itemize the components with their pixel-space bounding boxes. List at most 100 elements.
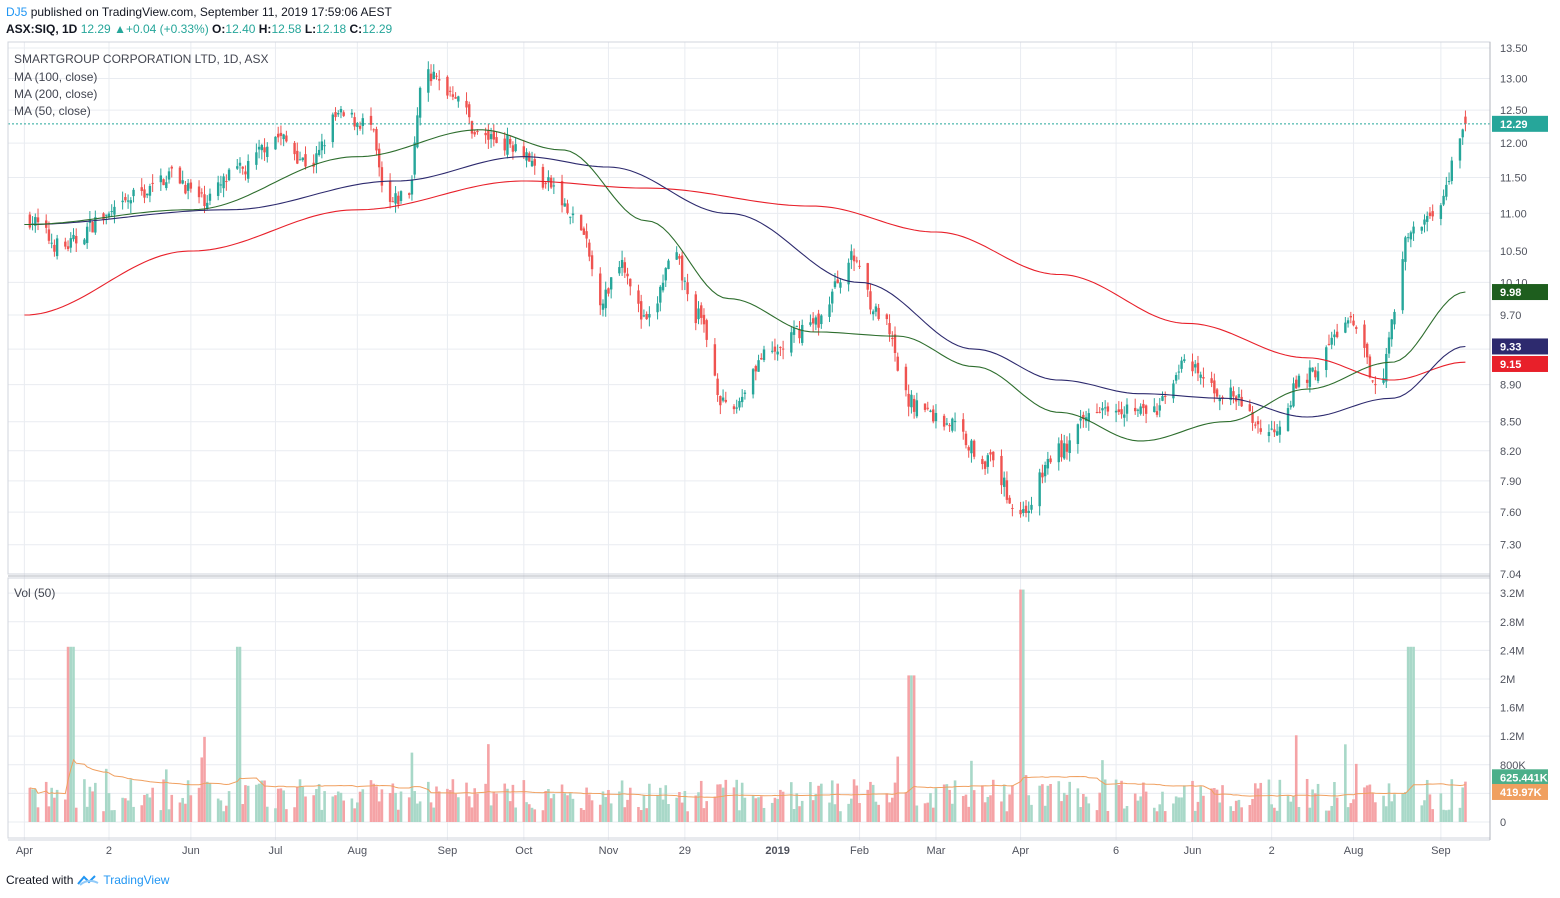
- candle-body: [28, 214, 32, 228]
- candle-body: [1082, 414, 1085, 420]
- volume-bar: [1251, 798, 1254, 822]
- volume-bar: [476, 793, 479, 822]
- volume-bar: [601, 791, 605, 822]
- volume-bar: [970, 760, 973, 822]
- volume-bar: [1191, 780, 1194, 822]
- volume-bar: [473, 788, 477, 822]
- volume-tick-label: 2M: [1500, 674, 1515, 686]
- candle-body: [626, 273, 629, 277]
- candle-body: [167, 171, 171, 180]
- volume-bar: [342, 800, 346, 822]
- legend-volume[interactable]: Vol (50): [14, 586, 56, 600]
- legend-ma100[interactable]: MA (100, close): [14, 70, 98, 84]
- candle-body: [1256, 421, 1260, 425]
- candle-body: [1248, 404, 1252, 412]
- candle-body: [293, 142, 296, 155]
- volume-bar: [989, 795, 992, 822]
- candle-body: [257, 146, 261, 150]
- volume-bar: [1125, 806, 1129, 822]
- candle-body: [929, 410, 932, 412]
- author-name[interactable]: DJ5: [6, 5, 28, 19]
- price-change: +0.04 (+0.33%): [125, 22, 209, 36]
- candle-body: [907, 393, 910, 407]
- candle-body: [206, 202, 209, 209]
- volume-bar: [754, 798, 758, 822]
- volume-bar: [964, 794, 968, 822]
- tradingview-brand-link[interactable]: TradingView: [103, 873, 170, 887]
- volume-bar: [1387, 783, 1391, 822]
- volume-bar: [432, 807, 436, 822]
- volume-bar: [972, 790, 976, 822]
- candle-body: [1289, 405, 1292, 408]
- volume-bar: [110, 810, 114, 822]
- volume-bar: [28, 787, 32, 822]
- ma100-badge-bg: [1492, 338, 1548, 355]
- candle-body: [50, 242, 53, 244]
- price-tick-label: 7.04: [1500, 569, 1521, 581]
- candle-body: [623, 262, 627, 273]
- candle-body: [1447, 181, 1451, 183]
- volume-bar: [1308, 807, 1312, 822]
- candle-body: [601, 303, 605, 310]
- candle-body: [337, 113, 340, 115]
- volume-bar: [732, 787, 736, 822]
- volume-bar: [986, 796, 990, 822]
- candle-body: [296, 150, 299, 164]
- candle-body: [487, 130, 490, 140]
- up-arrow-icon: ▲: [114, 22, 126, 36]
- candle-body: [989, 452, 992, 455]
- volume-bar: [216, 798, 220, 822]
- volume-bar: [1193, 810, 1197, 822]
- legend-ma50[interactable]: MA (50, close): [14, 104, 91, 118]
- volume-bar: [904, 792, 908, 822]
- candle-body: [1305, 379, 1309, 383]
- volume-bar: [779, 789, 782, 822]
- candle-body: [817, 313, 820, 328]
- volume-bar: [683, 791, 687, 822]
- volume-bar: [549, 798, 553, 822]
- volume-bar: [1311, 789, 1314, 822]
- candle-body: [331, 114, 334, 143]
- candle-body: [1155, 411, 1159, 415]
- legend-ma200[interactable]: MA (200, close): [14, 87, 98, 101]
- candle-body: [197, 186, 201, 198]
- candle-body: [358, 125, 362, 129]
- candle-body: [216, 182, 220, 196]
- volume-bar: [336, 791, 340, 822]
- volume-bar: [915, 805, 919, 822]
- volume-bar: [1084, 796, 1088, 822]
- price-tick-label: 8.20: [1500, 446, 1521, 458]
- candle-body: [377, 148, 381, 168]
- volume-bar: [140, 805, 144, 822]
- volume-bar: [1229, 806, 1233, 822]
- volume-bar: [36, 807, 40, 822]
- volume-bar: [407, 797, 411, 822]
- volume-bar: [773, 797, 777, 822]
- volume-bar: [448, 790, 452, 822]
- volume-bar: [1406, 646, 1410, 822]
- candle-body: [107, 213, 111, 217]
- candle-body: [394, 193, 397, 204]
- volume-bar: [953, 780, 957, 822]
- volume-bar: [1021, 589, 1025, 822]
- candle-body: [1103, 407, 1107, 409]
- candle-body: [1346, 320, 1350, 324]
- volume-bar: [1316, 783, 1320, 822]
- candle-body: [760, 358, 763, 360]
- candle-body: [1374, 384, 1377, 386]
- candle-body: [762, 349, 766, 361]
- candle-body: [105, 214, 108, 216]
- volume-bar: [1002, 784, 1006, 822]
- volume-bar: [350, 798, 354, 822]
- candle-body: [55, 238, 59, 257]
- volume-bar: [121, 797, 124, 822]
- volume-bar: [148, 797, 152, 822]
- volume-bar: [579, 808, 583, 822]
- volume-bar: [798, 806, 801, 822]
- time-tick-label: 6: [1113, 845, 1119, 857]
- volume-bar: [869, 781, 872, 822]
- candle-body: [1333, 334, 1336, 338]
- candle-body: [948, 425, 951, 427]
- candle-body: [683, 280, 687, 282]
